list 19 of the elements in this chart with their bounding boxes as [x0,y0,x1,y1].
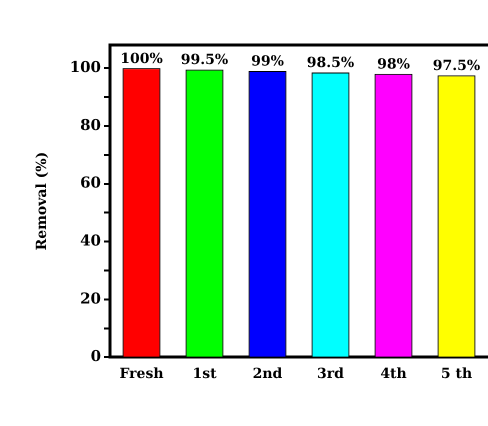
y-tick-label: 40 [80,231,101,250]
y-tick-label: 0 [90,347,101,366]
x-tick-label: 2nd [252,366,283,382]
data-label: 98.5% [306,55,354,72]
data-label: 99% [251,54,284,70]
y-tick-label: 60 [80,174,101,192]
y-tick-label: 80 [80,116,101,134]
y-axis-title: Removal (%) [34,152,50,250]
x-tick-label: 1st [192,366,218,382]
data-label: 98% [377,56,410,73]
data-label: 99.5% [180,52,228,68]
x-tick-label: 3rd [317,366,344,382]
data-label: 100% [120,50,163,67]
data-label: 97.5% [432,58,480,74]
x-tick-label: 4th [380,366,407,382]
y-tick-label: 20 [80,289,101,308]
x-tick-label: Fresh [119,366,164,382]
x-tick-label: 5 th [440,366,472,382]
y-tick-label: 100 [70,58,101,76]
